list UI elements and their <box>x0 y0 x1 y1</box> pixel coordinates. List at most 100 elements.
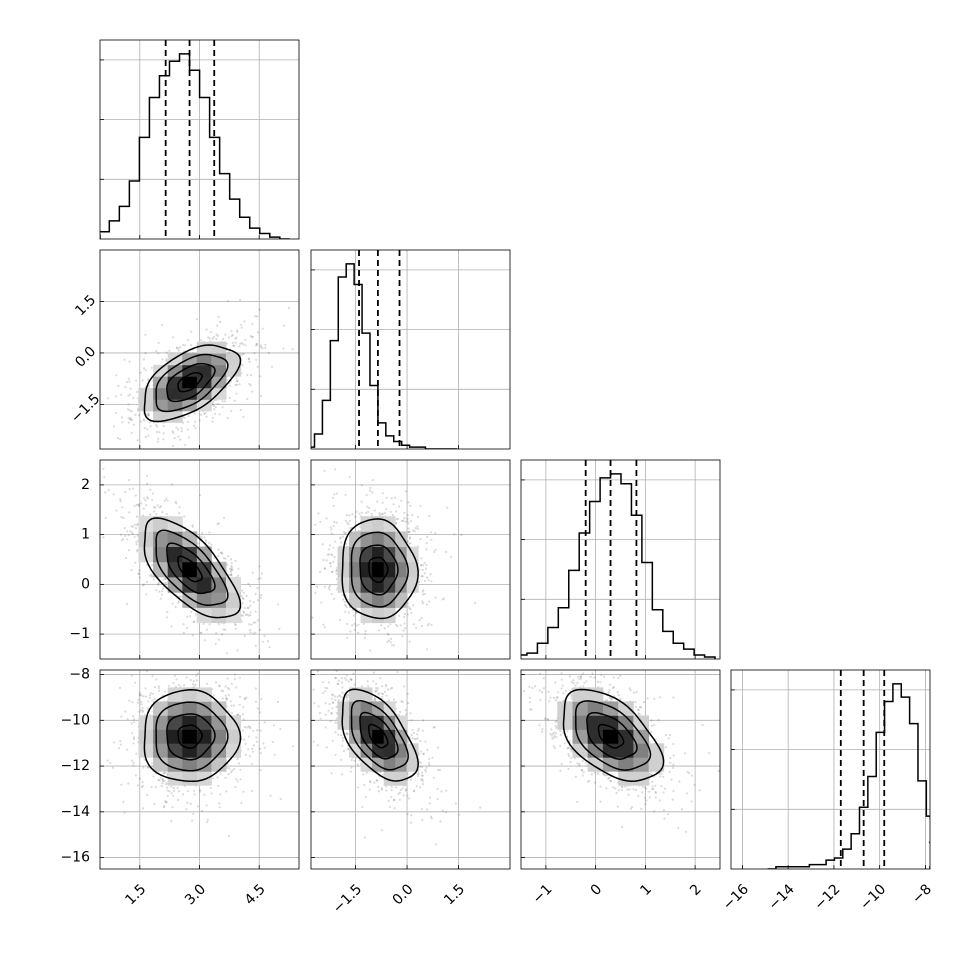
scatter-point <box>395 522 398 525</box>
scatter-point <box>248 357 251 360</box>
scatter-point <box>241 352 244 355</box>
scatter-point <box>259 729 262 732</box>
scatter-point <box>260 594 263 597</box>
scatter-point <box>164 577 167 580</box>
y-tick-label: −1.5 <box>68 391 103 426</box>
density-cell <box>182 387 198 400</box>
scatter-point <box>422 564 425 567</box>
panel-plot-area <box>311 460 510 659</box>
scatter-point <box>132 487 135 490</box>
scatter-point <box>147 413 150 416</box>
scatter-point <box>153 506 156 509</box>
scatter-point <box>230 682 233 685</box>
scatter-point <box>133 718 136 721</box>
scatter-point <box>151 692 154 695</box>
scatter-point <box>254 631 257 634</box>
scatter-point <box>221 406 224 409</box>
scatter-point <box>408 640 411 643</box>
scatter-point <box>239 408 242 412</box>
scatter-point <box>239 778 242 781</box>
scatter-point <box>193 424 196 427</box>
scatter-point <box>237 574 240 577</box>
density-cell <box>182 771 198 786</box>
density-cell <box>153 364 169 377</box>
scatter-point <box>161 782 164 785</box>
scatter-point <box>217 315 220 319</box>
scatter-point <box>259 577 262 580</box>
scatter-point <box>225 790 228 793</box>
density-cell <box>383 516 396 532</box>
scatter-point <box>127 394 130 397</box>
scatter-point <box>402 629 405 632</box>
scatter-point <box>422 753 425 756</box>
scatter-point <box>193 793 196 796</box>
scatter-point <box>259 768 262 772</box>
scatter-point <box>347 611 351 614</box>
scatter-point <box>407 527 410 530</box>
scatter-point <box>177 428 180 431</box>
scatter-point <box>327 681 330 684</box>
scatter-point <box>233 622 237 626</box>
scatter-point <box>184 444 187 447</box>
scatter-point <box>153 697 156 700</box>
scatter-point <box>230 566 233 569</box>
scatter-point <box>252 601 255 604</box>
scatter-point <box>144 687 147 690</box>
scatter-point <box>387 688 390 691</box>
scatter-point <box>246 374 249 377</box>
scatter-point <box>166 611 169 614</box>
scatter-point <box>144 352 147 355</box>
scatter-point <box>254 610 257 613</box>
scatter-point <box>244 753 247 756</box>
scatter-point <box>408 542 411 545</box>
scatter-point <box>369 486 372 490</box>
scatter-point <box>238 695 242 698</box>
scatter-point <box>172 681 175 685</box>
scatter-point <box>353 628 356 631</box>
scatter-point <box>224 333 227 336</box>
scatter-point <box>236 330 239 333</box>
scatter-point <box>147 497 150 500</box>
histogram-step <box>521 473 716 659</box>
scatter-point <box>170 625 173 628</box>
panel-plot-area <box>100 250 299 449</box>
scatter-point <box>189 679 192 682</box>
scatter-point <box>134 527 138 530</box>
scatter-point <box>193 412 196 415</box>
scatter-point <box>255 342 258 346</box>
scatter-point <box>399 788 402 792</box>
contour-line <box>143 517 242 619</box>
scatter-point <box>150 785 153 788</box>
scatter-point <box>120 539 123 542</box>
scatter-point <box>235 377 238 380</box>
scatter-point <box>190 610 193 614</box>
scatter-point <box>373 509 376 512</box>
scatter-point <box>162 578 165 581</box>
scatter-point <box>171 483 174 486</box>
contour-line <box>368 556 389 584</box>
scatter-point <box>135 752 138 755</box>
scatter-point <box>148 574 151 577</box>
scatter-point <box>228 688 231 691</box>
density-cell <box>196 577 212 593</box>
scatter-point <box>240 620 243 623</box>
scatter-point <box>209 331 212 334</box>
scatter-point <box>346 733 349 736</box>
scatter-point <box>219 772 222 775</box>
scatter-point <box>395 623 398 627</box>
scatter-point <box>329 526 332 529</box>
scatter-point <box>208 623 211 626</box>
scatter-point <box>421 590 424 593</box>
scatter-point <box>103 476 106 479</box>
scatter-point <box>247 582 250 585</box>
scatter-point <box>341 681 344 684</box>
scatter-point <box>124 386 127 389</box>
scatter-point <box>129 393 132 396</box>
panel-plot-area <box>100 40 299 239</box>
scatter-point <box>112 493 115 496</box>
scatter-point <box>137 503 140 506</box>
scatter-point <box>287 307 290 310</box>
scatter-point <box>334 721 337 724</box>
scatter-point <box>120 743 123 746</box>
scatter-point <box>375 779 378 782</box>
